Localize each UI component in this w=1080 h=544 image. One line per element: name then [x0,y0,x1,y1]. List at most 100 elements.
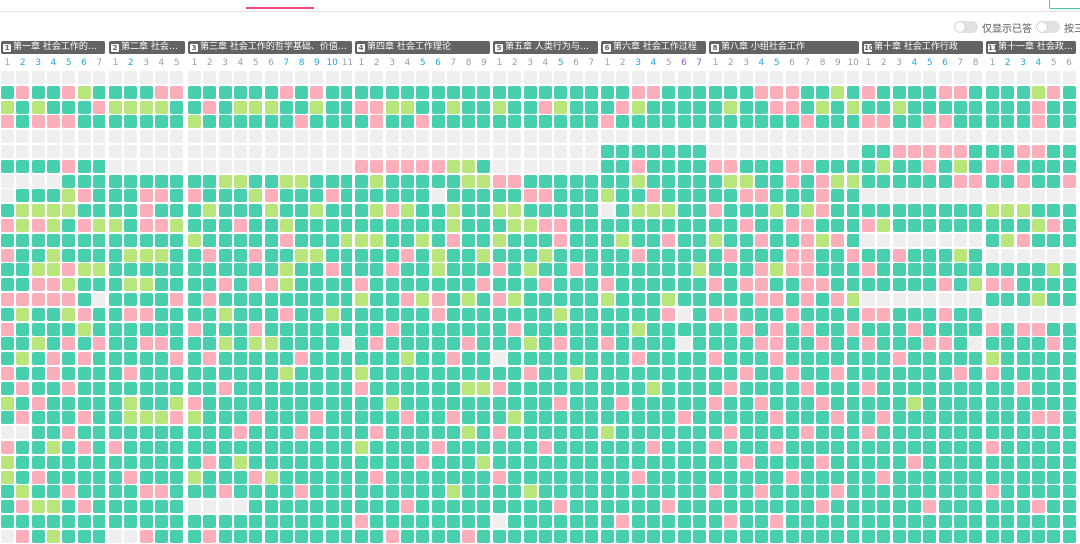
answer-cell[interactable] [986,307,999,321]
answer-cell[interactable] [446,159,460,173]
answer-cell[interactable] [92,204,105,218]
answer-cell[interactable] [554,307,568,321]
answer-cell[interactable] [923,204,937,218]
answer-cell[interactable] [370,441,384,454]
answer-cell[interactable] [953,455,967,469]
answer-cell[interactable] [800,174,814,188]
answer-cell[interactable] [233,455,247,469]
answer-cell[interactable] [416,470,430,484]
answer-cell[interactable] [523,500,537,514]
answer-cell[interactable] [218,159,232,173]
answer-cell[interactable] [493,500,506,514]
answer-cell[interactable] [1016,411,1030,425]
answer-cell[interactable] [754,85,768,99]
answer-cell[interactable] [233,441,247,454]
answer-cell[interactable] [800,500,814,514]
answer-cell[interactable] [370,219,384,232]
answer-cell[interactable] [1062,367,1076,380]
answer-cell[interactable] [523,441,537,454]
answer-cell[interactable] [800,337,814,351]
answer-cell[interactable] [677,426,691,440]
answer-cell[interactable] [862,515,875,528]
answer-cell[interactable] [1047,441,1061,454]
answer-cell[interactable] [1016,396,1030,410]
answer-cell[interactable] [986,263,999,277]
answer-cell[interactable] [188,529,201,543]
answer-cell[interactable] [662,411,676,425]
answer-cell[interactable] [92,100,105,114]
answer-cell[interactable] [877,145,891,158]
answer-cell[interactable] [188,130,201,144]
answer-cell[interactable] [785,204,799,218]
answer-cell[interactable] [92,278,105,292]
question-number[interactable]: 9 [481,58,487,68]
answer-cell[interactable] [692,411,706,425]
answer-cell[interactable] [846,130,859,144]
answer-cell[interactable] [739,174,753,188]
answer-cell[interactable] [724,322,738,336]
answer-cell[interactable] [233,367,247,380]
answer-cell[interactable] [170,411,184,425]
answer-cell[interactable] [264,159,278,173]
answer-cell[interactable] [139,278,153,292]
answer-cell[interactable] [800,381,814,395]
answer-cell[interactable] [986,367,999,380]
answer-cell[interactable] [816,233,830,247]
answer-cell[interactable] [355,500,368,514]
answer-cell[interactable] [1001,381,1015,395]
answer-cell[interactable] [1062,322,1076,336]
answer-cell[interactable] [785,441,799,454]
answer-cell[interactable] [218,396,232,410]
answer-cell[interactable] [385,455,399,469]
answer-cell[interactable] [355,130,368,144]
answer-cell[interactable] [892,278,906,292]
answer-cell[interactable] [477,352,490,366]
answer-cell[interactable] [846,396,859,410]
answer-cell[interactable] [154,396,168,410]
answer-cell[interactable] [923,248,937,262]
answer-cell[interactable] [523,470,537,484]
answer-cell[interactable] [677,307,691,321]
answer-cell[interactable] [109,529,122,543]
answer-cell[interactable] [154,100,168,114]
answer-cell[interactable] [431,411,445,425]
answer-cell[interactable] [31,293,45,306]
answer-cell[interactable] [1,145,14,158]
answer-cell[interactable] [1047,337,1061,351]
answer-cell[interactable] [31,500,45,514]
answer-cell[interactable] [1001,426,1015,440]
answer-cell[interactable] [431,441,445,454]
answer-cell[interactable] [538,470,552,484]
answer-cell[interactable] [341,515,352,528]
answer-cell[interactable] [831,485,845,499]
answer-cell[interactable] [341,396,352,410]
answer-cell[interactable] [416,115,430,129]
answer-cell[interactable] [662,485,676,499]
answer-cell[interactable] [1047,367,1061,380]
answer-cell[interactable] [508,411,522,425]
answer-cell[interactable] [370,174,384,188]
answer-cell[interactable] [646,71,660,84]
answer-cell[interactable] [754,381,768,395]
answer-cell[interactable] [584,411,598,425]
answer-cell[interactable] [264,293,278,306]
answer-cell[interactable] [385,515,399,528]
answer-cell[interactable] [692,426,706,440]
answer-cell[interactable] [62,485,76,499]
answer-cell[interactable] [264,278,278,292]
chapter-header[interactable]: 1 第一章 社会工作的… [1,41,105,54]
answer-cell[interactable] [616,248,630,262]
answer-cell[interactable] [724,145,738,158]
answer-cell[interactable] [92,515,105,528]
answer-cell[interactable] [139,367,153,380]
answer-cell[interactable] [709,307,722,321]
answer-cell[interactable] [295,396,309,410]
answer-cell[interactable] [139,411,153,425]
answer-cell[interactable] [446,367,460,380]
answer-cell[interactable] [249,71,263,84]
answer-cell[interactable] [139,130,153,144]
answer-cell[interactable] [677,159,691,173]
answer-cell[interactable] [846,515,859,528]
answer-cell[interactable] [62,159,76,173]
answer-cell[interactable] [508,396,522,410]
